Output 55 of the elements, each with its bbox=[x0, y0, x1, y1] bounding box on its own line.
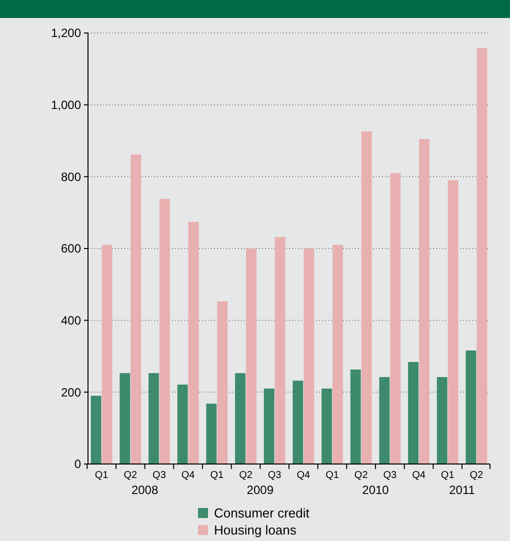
bar bbox=[419, 138, 430, 464]
y-tick-label: 800 bbox=[60, 170, 82, 184]
x-tick-label: Q1 bbox=[440, 470, 455, 481]
y-tick-label: 0 bbox=[74, 457, 82, 472]
bar bbox=[206, 404, 217, 464]
x-tick-label: Q3 bbox=[152, 470, 166, 481]
y-tick-label: 400 bbox=[60, 314, 82, 328]
bar bbox=[235, 373, 246, 464]
bar bbox=[148, 373, 159, 464]
y-tick-label: 1,000 bbox=[50, 98, 82, 112]
x-tick-label: Q2 bbox=[470, 470, 484, 481]
x-tick-label: Q1 bbox=[94, 470, 109, 481]
text: 2010 bbox=[362, 483, 390, 497]
bar bbox=[361, 131, 372, 464]
bar bbox=[322, 388, 332, 464]
x-tick-label: Q2 bbox=[124, 470, 138, 481]
bar bbox=[379, 377, 390, 464]
bar bbox=[217, 301, 228, 464]
bar bbox=[130, 154, 142, 464]
y-tick-label: 600 bbox=[60, 242, 82, 256]
bar bbox=[188, 222, 199, 464]
bar bbox=[160, 198, 170, 464]
text: 2009 bbox=[246, 483, 274, 497]
bar bbox=[436, 377, 448, 464]
y-tick-label: 1,200 bbox=[50, 26, 82, 40]
bar bbox=[448, 180, 458, 464]
x-tick-label: Q3 bbox=[383, 470, 398, 481]
bar bbox=[274, 237, 286, 464]
x-tick-label: Q2 bbox=[354, 470, 368, 481]
bar bbox=[304, 248, 314, 464]
bar bbox=[350, 370, 361, 464]
x-tick-label: Q1 bbox=[210, 470, 224, 481]
bar bbox=[292, 380, 304, 464]
x-tick-label: Q1 bbox=[326, 470, 340, 481]
bar bbox=[102, 244, 112, 464]
text: 2011 bbox=[449, 483, 476, 497]
y-tick-label: 200 bbox=[60, 385, 82, 400]
bar bbox=[476, 48, 488, 464]
legend-label: Consumer credit bbox=[214, 506, 310, 521]
x-tick-label: Q4 bbox=[181, 470, 196, 481]
bar bbox=[332, 244, 343, 464]
bar bbox=[408, 362, 418, 464]
bar bbox=[390, 173, 401, 464]
bar bbox=[120, 373, 130, 464]
bar bbox=[466, 350, 476, 464]
x-tick-label: Q2 bbox=[239, 470, 253, 481]
x-tick-label: Q3 bbox=[268, 470, 282, 481]
text: 2008 bbox=[131, 483, 158, 497]
bar bbox=[177, 384, 188, 464]
x-tick-label: Q4 bbox=[296, 470, 311, 481]
bar bbox=[246, 248, 256, 464]
x-tick-label: Q4 bbox=[412, 470, 426, 481]
bar bbox=[90, 396, 102, 464]
legend-label: Housing loans bbox=[214, 522, 297, 538]
bar bbox=[264, 388, 274, 464]
